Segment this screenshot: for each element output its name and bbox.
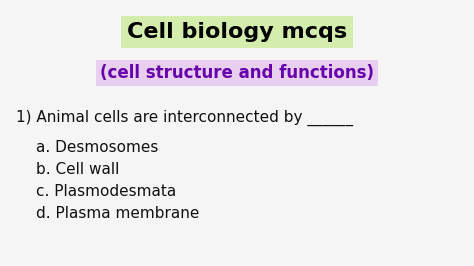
Text: (cell structure and functions): (cell structure and functions) [100,64,374,82]
Text: d. Plasma membrane: d. Plasma membrane [36,206,200,221]
Text: 1) Animal cells are interconnected by ______: 1) Animal cells are interconnected by __… [16,110,353,126]
Text: b. Cell wall: b. Cell wall [36,162,119,177]
Text: a. Desmosomes: a. Desmosomes [36,140,158,155]
Text: c. Plasmodesmata: c. Plasmodesmata [36,184,176,199]
Text: Cell biology mcqs: Cell biology mcqs [127,22,347,42]
